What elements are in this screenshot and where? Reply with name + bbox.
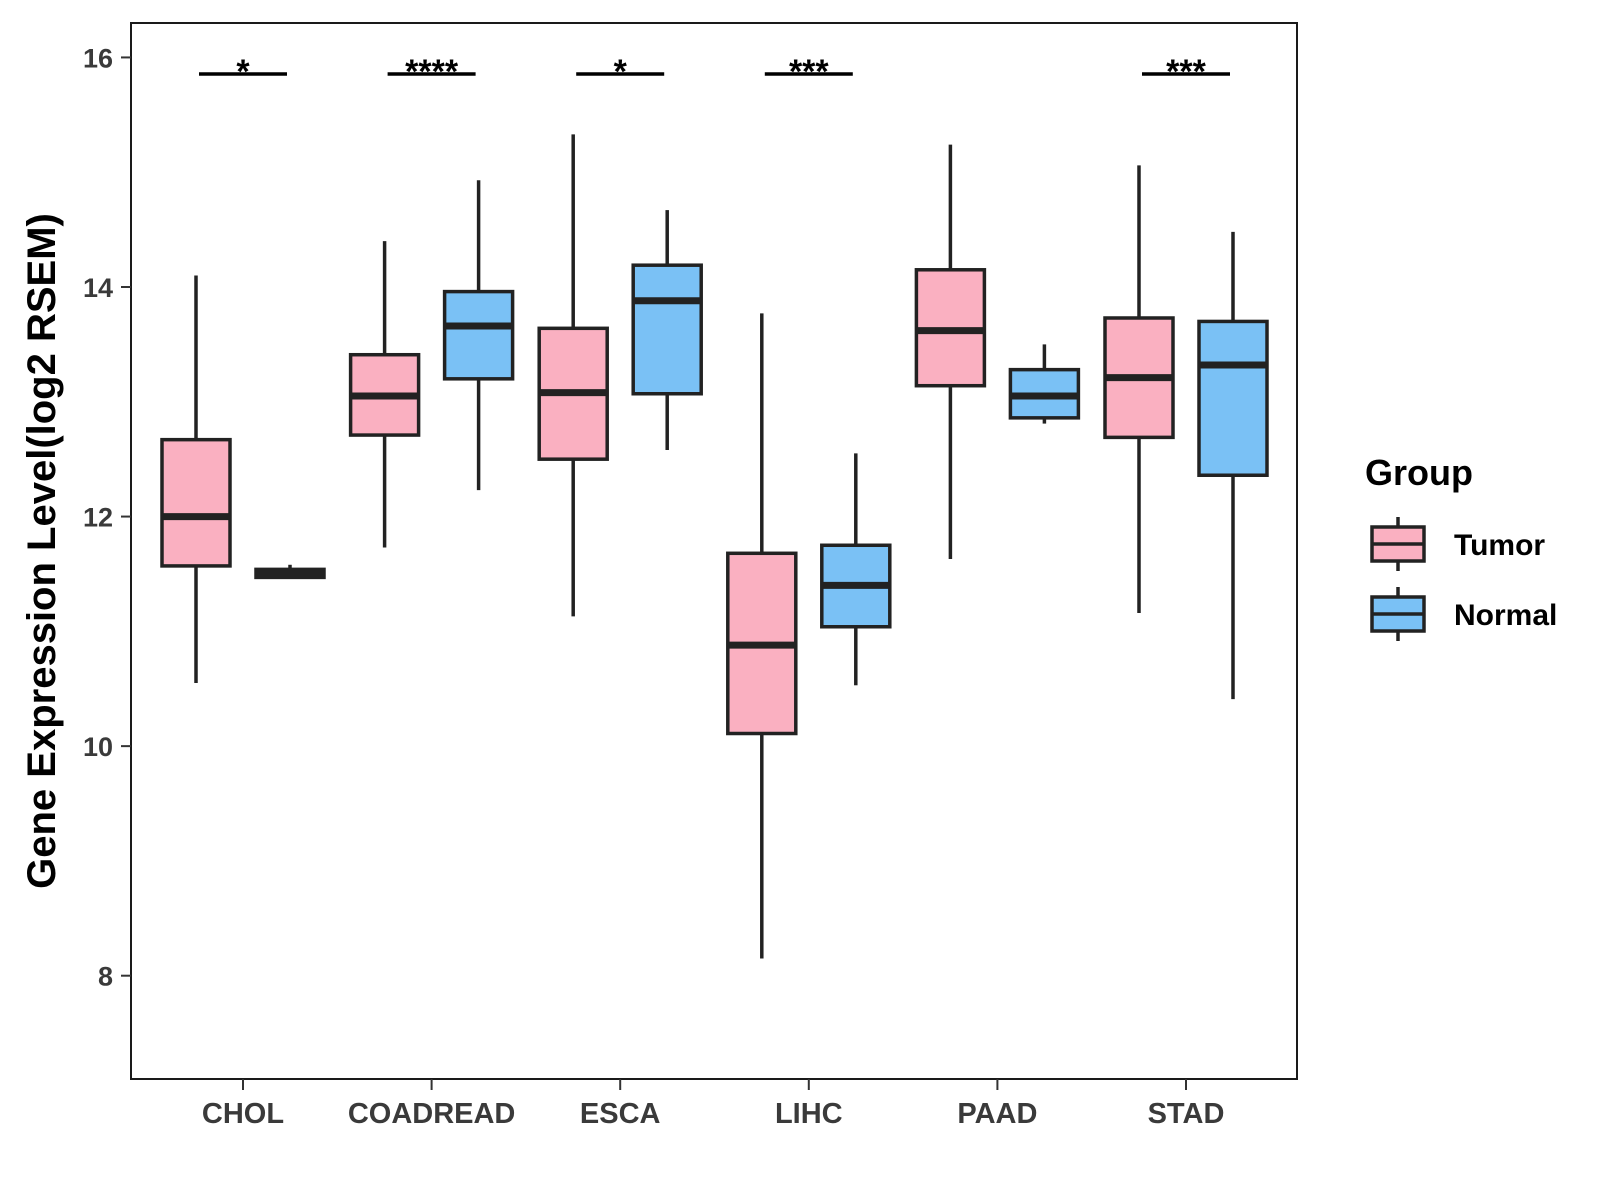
y-tick-label: 12 xyxy=(83,503,113,533)
box-normal-lihc xyxy=(820,453,892,686)
y-tick-label: 10 xyxy=(83,732,113,762)
boxes-layer xyxy=(160,134,1269,959)
x-tick-label: STAD xyxy=(1148,1098,1225,1130)
box-normal-paad xyxy=(1008,344,1081,424)
box-tumor-stad xyxy=(1103,165,1175,613)
box-body xyxy=(631,263,703,396)
box-normal-chol xyxy=(254,564,326,580)
x-tick-label: LIHC xyxy=(775,1098,843,1130)
y-tick-label: 16 xyxy=(83,43,113,73)
y-tick-label: 8 xyxy=(98,962,113,992)
box-body xyxy=(442,289,515,381)
y-tick-label: 14 xyxy=(83,273,113,303)
box-normal-esca xyxy=(631,210,703,450)
significance-label: *** xyxy=(1166,53,1206,91)
x-axis: CHOL COADREAD ESCA LIHC PAAD STAD xyxy=(202,1079,1224,1130)
significance-layer: * **** * *** *** xyxy=(199,53,1230,91)
box-tumor-coadread xyxy=(348,241,421,548)
legend-label: Normal xyxy=(1454,599,1557,632)
x-tick-label: COADREAD xyxy=(348,1098,516,1130)
legend-item-normal: Normal xyxy=(1370,587,1557,641)
significance-label: * xyxy=(614,53,628,91)
box-tumor-chol xyxy=(160,275,232,683)
box-tumor-paad xyxy=(914,144,987,560)
legend-item-tumor: Tumor xyxy=(1370,517,1545,571)
legend: Group Tumor Normal xyxy=(1365,452,1557,641)
x-tick-label: CHOL xyxy=(202,1098,284,1130)
legend-label: Tumor xyxy=(1454,529,1545,562)
box-normal-coadread xyxy=(442,180,515,491)
x-tick-label: ESCA xyxy=(580,1098,661,1130)
legend-title: Group xyxy=(1365,452,1473,493)
box-normal-stad xyxy=(1197,231,1269,700)
significance-label: * xyxy=(236,53,250,91)
box-body xyxy=(1197,319,1269,477)
significance-label: *** xyxy=(789,53,829,91)
box-body xyxy=(160,437,232,568)
box-tumor-lihc xyxy=(726,313,798,959)
significance-label: **** xyxy=(405,53,459,91)
y-axis: 8 10 12 14 16 xyxy=(83,43,131,992)
y-axis-title: Gene Expression Level(log2 RSEM) xyxy=(20,213,64,889)
plot-panel xyxy=(130,22,1298,1080)
box-tumor-esca xyxy=(537,134,609,617)
x-tick-label: PAAD xyxy=(957,1098,1037,1130)
